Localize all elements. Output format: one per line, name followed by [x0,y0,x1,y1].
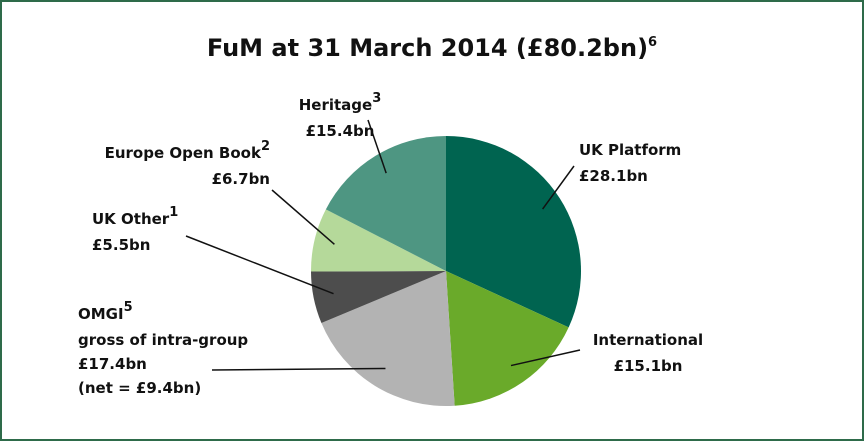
value-label: £5.5bn [92,236,150,254]
leader-line [542,165,575,210]
pie-slice [325,136,446,271]
pie-slice [446,271,569,406]
slice-label: International [593,331,703,349]
pie-slice [311,209,446,272]
slice-label: Europe Open Book2 [105,139,270,162]
category-name: Heritage [299,96,372,114]
value-label: £15.1bn [614,357,683,375]
pie-slice [321,271,455,406]
slice-label: OMGI5 [78,300,133,323]
leader-line [271,189,335,245]
footnote: 2 [261,139,270,154]
chart-title: FuM at 31 March 2014 (£80.2bn)6 [207,34,657,62]
annotation: (net = £9.4bn) [78,379,201,397]
pie-slice [446,136,581,328]
footnote: 5 [124,300,133,315]
footnote: 1 [169,205,178,220]
leader-line [510,349,581,367]
slice-label: UK Platform [579,141,681,159]
pie-slice [311,271,446,323]
category-name: Europe Open Book [105,144,262,162]
leader-line [211,367,386,371]
category-name: UK Platform [579,141,681,159]
annotation: gross of intra-group [78,331,248,349]
slice-label: Heritage3 [299,91,382,114]
slice-label: UK Other1 [92,205,178,228]
category-name: UK Other [92,210,170,228]
title-footnote: 6 [648,35,657,50]
category-name: International [593,331,703,349]
leader-line [185,235,334,295]
title-text: FuM at 31 March 2014 (£80.2bn) [207,34,648,62]
value-label: £17.4bn [78,355,147,373]
category-name: OMGI [78,305,124,323]
value-label: £15.4bn [306,122,375,140]
footnote: 3 [372,91,381,106]
value-label: £6.7bn [212,170,270,188]
value-label: £28.1bn [579,167,648,185]
leader-line [367,119,387,174]
